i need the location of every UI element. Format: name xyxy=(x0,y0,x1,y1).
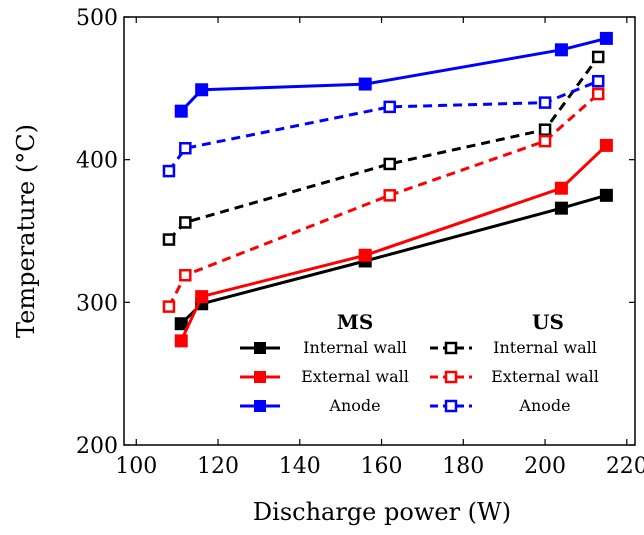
series-us-internal-wall xyxy=(162,50,605,246)
y-tick-label: 300 xyxy=(76,291,118,316)
data-point xyxy=(554,181,568,195)
series-line xyxy=(167,56,600,241)
y-tick-label: 200 xyxy=(76,434,118,459)
y-tick-label: 500 xyxy=(76,6,118,31)
legend-label: Internal wall xyxy=(493,338,597,357)
data-point xyxy=(538,123,552,136)
legend-header-us: US xyxy=(532,310,564,334)
data-point xyxy=(538,134,552,148)
series-layer xyxy=(162,31,613,348)
data-point xyxy=(358,248,372,262)
x-tick-label: 180 xyxy=(442,454,484,479)
data-point xyxy=(383,189,396,202)
x-axis-label: Discharge power (W) xyxy=(253,498,511,526)
legend-label: Anode xyxy=(518,396,570,415)
series-ms-external-wall xyxy=(174,138,613,348)
data-point xyxy=(554,43,568,57)
plot-frame xyxy=(123,16,636,446)
axis-ticks: 100 120 140 160 180 200 220 200 300 400 500 xyxy=(76,6,644,479)
x-tick-label: 100 xyxy=(115,454,157,479)
y-tick-label: 400 xyxy=(76,149,118,174)
x-tick-label: 140 xyxy=(279,454,321,479)
series-ms-internal-wall xyxy=(174,188,613,331)
legend-marker xyxy=(444,399,458,413)
series-line xyxy=(167,92,600,308)
data-point xyxy=(591,74,605,88)
data-point xyxy=(554,201,568,215)
data-point xyxy=(599,138,613,152)
data-point xyxy=(591,50,605,64)
data-point xyxy=(383,100,396,114)
legend-label: External wall xyxy=(491,367,599,386)
data-point xyxy=(174,104,188,118)
legend-header-ms: MS xyxy=(337,310,374,334)
data-point xyxy=(174,334,188,348)
data-point xyxy=(195,290,209,304)
data-point xyxy=(162,164,176,178)
data-point xyxy=(162,300,176,313)
data-point xyxy=(162,233,176,246)
x-tick-label: 200 xyxy=(524,454,566,479)
series-us-external-wall xyxy=(162,87,605,313)
x-tick-label: 220 xyxy=(606,454,644,479)
data-point xyxy=(599,188,613,202)
legend-marker xyxy=(444,370,458,384)
legend-label: Anode xyxy=(328,396,380,415)
x-tick-label: 120 xyxy=(197,454,239,479)
legend-marker xyxy=(444,341,458,355)
legend-marker xyxy=(254,371,266,383)
data-point xyxy=(383,157,396,171)
data-point xyxy=(179,216,192,229)
data-point xyxy=(599,31,613,45)
x-tick-label: 160 xyxy=(361,454,403,479)
legend-label: External wall xyxy=(301,367,409,386)
series-us-anode xyxy=(162,74,605,178)
series-line xyxy=(167,79,599,172)
data-point xyxy=(179,268,192,282)
legend: MS US Internal wall External wall Anode Int… xyxy=(240,310,599,415)
data-point xyxy=(179,142,192,155)
data-point xyxy=(174,317,188,331)
data-point xyxy=(591,87,605,101)
legend-label: Internal wall xyxy=(303,338,407,357)
y-axis-label: Temperature (°C) xyxy=(12,124,40,338)
series-line xyxy=(180,193,607,325)
data-point xyxy=(538,96,552,109)
series-ms-anode xyxy=(174,31,613,118)
legend-marker xyxy=(254,400,266,412)
data-point xyxy=(195,83,209,97)
legend-marker xyxy=(254,342,266,354)
data-point xyxy=(358,77,372,91)
